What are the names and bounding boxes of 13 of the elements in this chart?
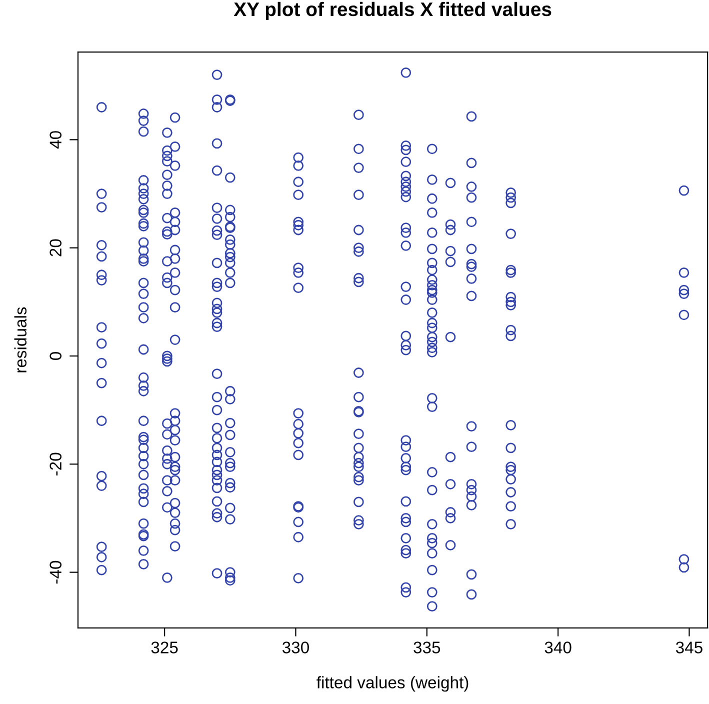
y-axis-title: residuals	[14, 307, 27, 372]
x-tick-label: 345	[676, 642, 702, 654]
x-tick-label: 325	[151, 642, 178, 654]
x-tick-label: 335	[414, 642, 440, 654]
y-tick-label: 0	[50, 352, 62, 360]
x-tick-label: 330	[282, 642, 309, 654]
y-tick-label: -20	[50, 452, 62, 476]
chart-title: XY plot of residuals X fitted values	[234, 2, 552, 20]
y-tick-label: 40	[50, 131, 62, 149]
x-axis-title: fitted values (weight)	[316, 676, 468, 692]
x-tick-label: 340	[544, 642, 572, 654]
y-tick-label: -40	[50, 560, 62, 584]
y-tick-label: 20	[50, 239, 62, 256]
